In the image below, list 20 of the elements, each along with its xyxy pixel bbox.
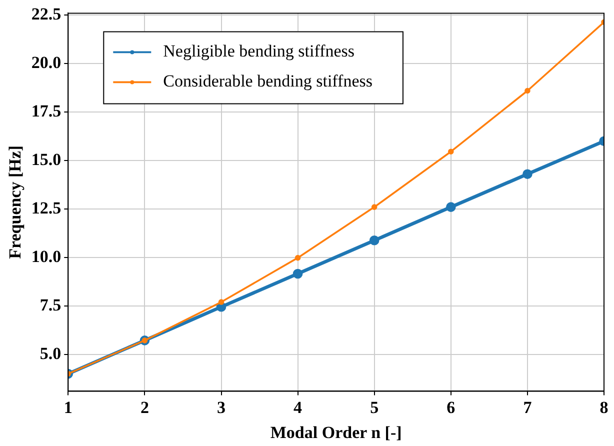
legend-label: Considerable bending stiffness [163, 72, 372, 91]
y-axis-title: Frequency [Hz] [6, 145, 25, 259]
x-tick-label: 6 [446, 398, 456, 417]
y-tick-label: 5.0 [40, 344, 62, 363]
x-tick-label: 4 [294, 398, 303, 417]
y-tick-label: 15.0 [31, 150, 62, 169]
y-tick-label: 22.5 [31, 4, 62, 24]
y-tick-label: 20.0 [31, 52, 62, 72]
x-tick-label: 3 [217, 398, 226, 417]
x-tick-label: 1 [64, 398, 72, 417]
y-tick-label: 17.5 [31, 101, 62, 120]
x-tick-label: 2 [140, 398, 149, 417]
x-tick-label: 5 [370, 398, 379, 417]
x-axis-title: Modal Order n [-] [270, 423, 402, 442]
y-tick-label: 12.5 [31, 198, 62, 218]
legend-label: Negligible bending stiffness [163, 42, 355, 61]
x-tick-label: 7 [523, 398, 532, 417]
y-tick-label: 10.0 [31, 246, 62, 266]
y-tick-label: 7.5 [40, 295, 62, 314]
x-tick-label: 8 [600, 398, 608, 417]
